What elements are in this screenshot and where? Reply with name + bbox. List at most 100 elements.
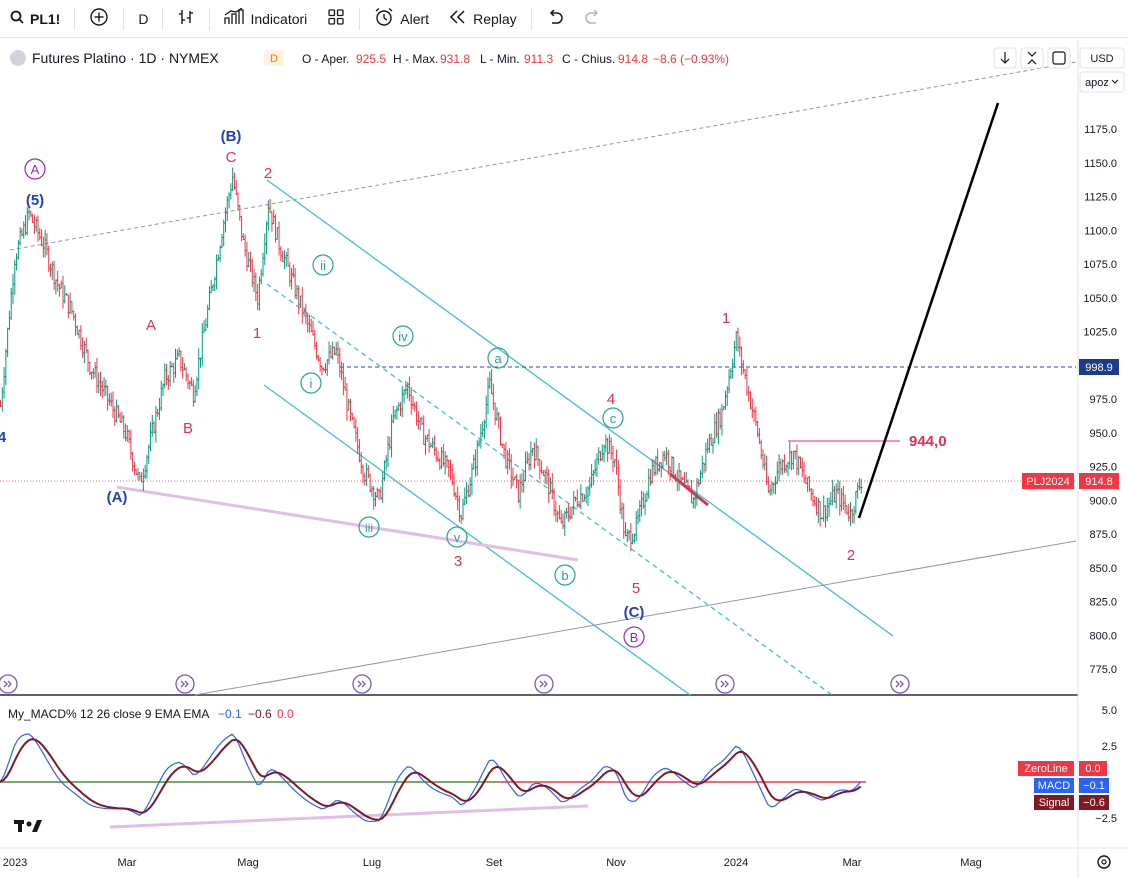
ohlc-bar [579,484,583,510]
price-chart[interactable]: A (5) (B) C 2 1 A B (A) 4 ii iv i iii v … [0,40,1128,878]
wave-circle-a[interactable] [487,347,509,369]
scale-options-button[interactable]: apoz [1079,71,1125,93]
undo-button[interactable] [536,0,574,38]
ohlc-bar [516,479,520,503]
event-marker-icon[interactable] [715,674,735,694]
ohlc-bar [220,234,224,249]
wave-circle-v[interactable] [446,526,468,548]
projection-line[interactable] [857,102,1000,519]
currency-selector[interactable]: USD [1079,47,1125,69]
ohlc-bar [443,451,447,475]
ohlc-bar [270,211,274,232]
ohlc-bar [711,437,715,454]
undo-icon [546,9,564,27]
wave-circle-B[interactable] [623,626,645,648]
ohlc-bar [570,506,574,520]
event-marker-icon[interactable] [890,674,910,694]
ohlc-bar [164,364,169,386]
ohlc-bar [857,477,862,491]
indicators-button[interactable]: Indicatori [214,0,317,38]
ohlc-bar [370,485,374,497]
wave-circle-ii[interactable] [312,254,334,276]
ohlc-bar [79,325,83,351]
ohlc-bar [261,252,265,277]
replay-button[interactable]: Replay [439,0,527,38]
ohlc-bar [6,327,10,358]
macd-tick-label: 2.5 [1102,741,1117,753]
price-tick-label: 950.0 [1089,428,1117,440]
collapse-button[interactable] [1020,47,1044,69]
ohlc-bar [622,503,626,539]
wave-circle-iii[interactable] [358,516,380,538]
time-tick-label: Mar [843,857,862,869]
ohlc-bar [859,478,863,494]
ohlc-bar [572,490,576,515]
time-tick-label: 2024 [724,857,748,869]
wave-labels: A (5) (B) C 2 1 A B (A) 4 ii iv i iii v … [0,128,947,648]
ohlc-bar [391,405,395,424]
price-axis[interactable]: 1175.0 1150.0 1125.0 1100.0 1075.0 1050.0 1025… [1083,124,1117,676]
ohlc-bar [573,496,578,502]
ohlc-bar [788,441,792,470]
ohlc-bar [288,262,292,287]
channel-upper-line[interactable] [266,179,894,637]
move-down-button[interactable] [993,47,1017,69]
signal-line[interactable] [0,738,862,821]
ohlc-bar [357,438,362,463]
alert-button[interactable]: Alert [364,0,439,38]
chart-type-button[interactable] [167,0,205,38]
red-thick-segment[interactable] [669,472,709,507]
ohlc-bar [766,476,770,493]
tradingview-logo [14,820,42,832]
event-marker-icon[interactable] [0,674,18,694]
wave-circle-A[interactable] [24,158,46,180]
event-marker-icon[interactable] [534,674,554,694]
interval-button[interactable]: D [128,0,158,38]
time-axis[interactable]: 2023 Mar Mag Lug Set Nov 2024 Mar Mag [3,857,982,869]
ohlc-bar [697,479,701,487]
redo-button[interactable] [574,0,612,38]
ohlc-bar [400,385,404,418]
ohlc-bar [739,346,744,376]
event-marker-icon[interactable] [352,674,372,694]
macd-support-line[interactable] [109,804,589,829]
wave-circle-iv[interactable] [392,325,414,347]
channel-lower-line[interactable] [263,384,691,696]
symbol-search-button[interactable]: PL1! [0,0,70,38]
interval-label: D [138,10,149,27]
ohlc-bar [145,454,149,479]
ohlc-bar [123,423,128,442]
macd-axis[interactable]: 5.0 2.5 −2.5 [1095,705,1117,825]
ohlc-bar [306,312,310,333]
ohlc-bar [100,380,104,399]
lavender-support-line[interactable] [116,485,579,562]
event-marker-icon[interactable] [175,674,195,694]
signal-value-badge [1079,795,1109,810]
ohlc-bar [731,358,735,379]
ohlc-bar [184,367,188,382]
wave-circle-b[interactable] [554,564,576,586]
lower-trendline[interactable] [194,540,1077,696]
ohlc-bar [839,488,844,512]
compare-button[interactable] [79,0,119,38]
ohlc-bar [86,349,90,373]
ohlc-close-label: C - Chius. [562,52,615,66]
zeroline-value-badge [1079,761,1107,776]
ohlc-bar [73,313,78,336]
layouts-button[interactable] [317,0,355,38]
ohlc-bar [295,285,299,300]
wave-circle-c[interactable] [602,407,624,429]
upper-trendline-dashed[interactable] [9,61,1077,251]
ohlc-bar [68,292,72,314]
ohlc-bar [173,348,178,378]
wave-circle-i[interactable] [300,372,322,394]
ohlc-bar [536,445,540,467]
ohlc-bar [339,361,344,381]
ohlc-bar [200,323,204,367]
ohlc-bar [600,444,604,461]
settings-gear-icon[interactable] [1097,855,1111,869]
maximize-button[interactable] [1047,47,1071,69]
ohlc-bar [97,372,101,394]
chart-title[interactable]: Futures Platino · 1D · NYMEX [32,50,219,66]
ohlc-bar [229,183,233,200]
